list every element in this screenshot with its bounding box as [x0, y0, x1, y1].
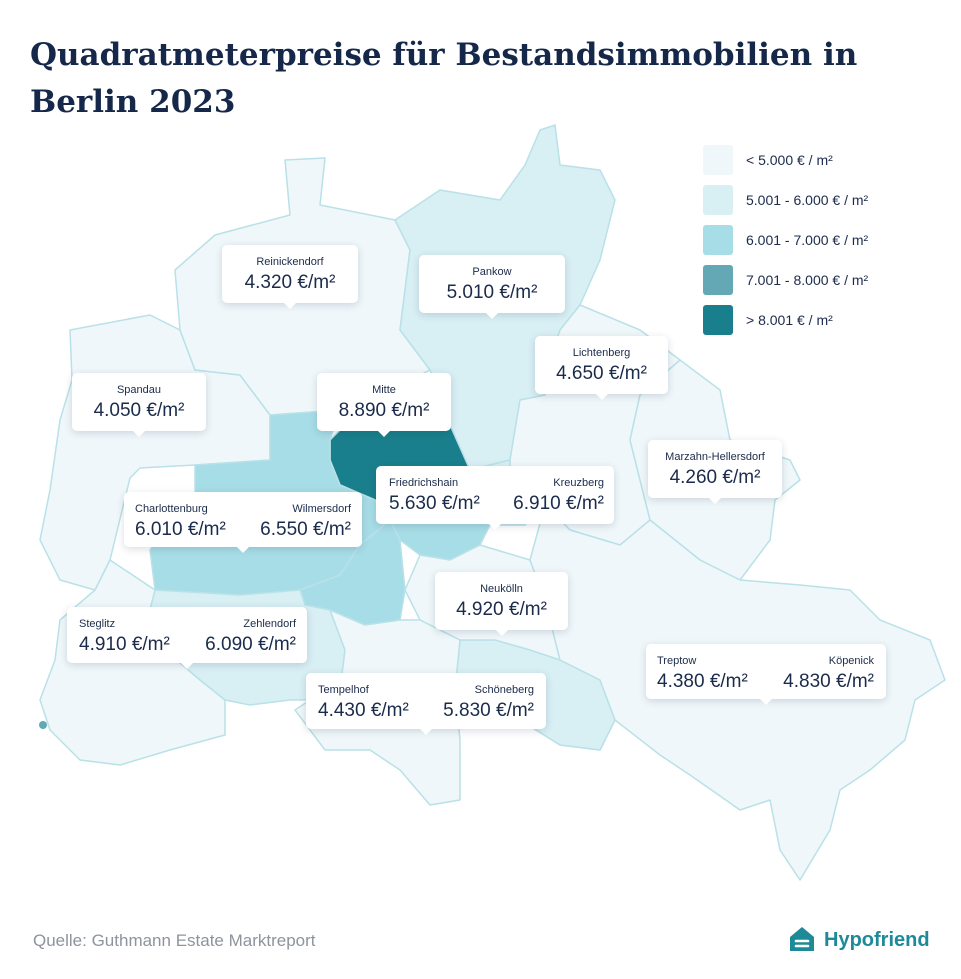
district-name: Zehlendorf [243, 618, 296, 630]
legend-swatch [703, 305, 733, 335]
district-name: Reinickendorf [256, 256, 324, 268]
district-name: Köpenick [828, 655, 874, 667]
district-price: 5.010 €/m² [446, 282, 538, 303]
district-price: 5.630 €/m² [389, 493, 480, 514]
logo-text: Hypofriend [824, 929, 930, 951]
district-name: Friedrichshain [389, 477, 459, 489]
callout-pankow: Pankow 5.010 €/m² [419, 255, 565, 319]
source-note: Quelle: Guthmann Estate Marktreport [33, 931, 316, 950]
district-price: 4.910 €/m² [79, 634, 170, 655]
district-name: Spandau [116, 384, 162, 396]
lake-marker [39, 721, 47, 729]
legend-label: < 5.000 € / m² [746, 152, 833, 168]
callout-steglitz-zehlendorf: Steglitz 4.910 €/m² Zehlendorf 6.090 €/m… [67, 607, 307, 669]
callout-lichtenberg: Lichtenberg 4.650 €/m² [535, 336, 668, 400]
callout-friedrichshain-kreuzberg: Friedrichshain 5.630 €/m² Kreuzberg 6.91… [376, 466, 614, 530]
callout-treptow-koepenick: Treptow 4.380 €/m² Köpenick 4.830 €/m² [646, 644, 886, 705]
district-price: 4.380 €/m² [657, 671, 748, 692]
page-title: Quadratmeterpreise für Bestandsimmobilie… [30, 37, 858, 120]
house-icon [790, 927, 814, 951]
district-price: 6.550 €/m² [260, 519, 351, 540]
district-name: Marzahn-Hellersdorf [665, 451, 765, 463]
district-price: 4.320 €/m² [244, 272, 336, 293]
callout-reinickendorf: Reinickendorf 4.320 €/m² [222, 245, 358, 309]
district-name: Kreuzberg [553, 477, 604, 489]
legend-item: 6.001 - 7.000 € / m² [703, 225, 943, 255]
district-price: 6.910 €/m² [513, 493, 604, 514]
district-name: Neukölln [480, 583, 523, 595]
callout-neukoelln: Neukölln 4.920 €/m² [435, 572, 568, 636]
callout-spandau: Spandau 4.050 €/m² [72, 373, 206, 437]
district-price: 4.920 €/m² [456, 599, 547, 620]
callout-charlottenburg-wilmersdorf: Charlottenburg 6.010 €/m² Wilmersdorf 6.… [124, 492, 362, 553]
callout-mitte: Mitte 8.890 €/m² [317, 373, 451, 437]
legend-item: 7.001 - 8.000 € / m² [703, 265, 943, 295]
legend-label: 7.001 - 8.000 € / m² [746, 272, 869, 288]
legend-item: < 5.000 € / m² [703, 145, 943, 175]
legend-swatch [703, 225, 733, 255]
district-price: 5.830 €/m² [443, 700, 534, 721]
district-name: Pankow [472, 266, 512, 278]
district-price: 4.830 €/m² [783, 671, 874, 692]
legend-label: > 8.001 € / m² [746, 312, 833, 328]
callout-tempelhof-schoeneberg: Tempelhof 4.430 €/m² Schöneberg 5.830 €/… [306, 673, 546, 735]
hypofriend-logo[interactable]: Hypofriend [787, 924, 947, 956]
district-name: Treptow [657, 655, 697, 667]
legend-swatch [703, 145, 733, 175]
legend-label: 6.001 - 7.000 € / m² [746, 232, 869, 248]
district-price: 4.050 €/m² [93, 400, 185, 421]
district-price: 4.260 €/m² [669, 467, 761, 488]
district-name: Tempelhof [318, 684, 369, 696]
district-price: 8.890 €/m² [338, 400, 430, 421]
legend-swatch [703, 185, 733, 215]
district-price: 4.650 €/m² [556, 363, 647, 384]
callout-marzahn: Marzahn-Hellersdorf 4.260 €/m² [648, 440, 782, 504]
district-name: Wilmersdorf [292, 503, 351, 515]
legend-label: 5.001 - 6.000 € / m² [746, 192, 869, 208]
district-name: Steglitz [79, 618, 116, 630]
district-price: 4.430 €/m² [318, 700, 409, 721]
district-name: Lichtenberg [572, 347, 631, 359]
district-price: 6.010 €/m² [135, 519, 226, 540]
legend-item: 5.001 - 6.000 € / m² [703, 185, 943, 215]
district-name: Mitte [372, 384, 396, 396]
legend-item: > 8.001 € / m² [703, 305, 943, 335]
legend-swatch [703, 265, 733, 295]
district-name: Charlottenburg [135, 503, 208, 515]
district-name: Schöneberg [474, 684, 534, 696]
district-price: 6.090 €/m² [205, 634, 296, 655]
